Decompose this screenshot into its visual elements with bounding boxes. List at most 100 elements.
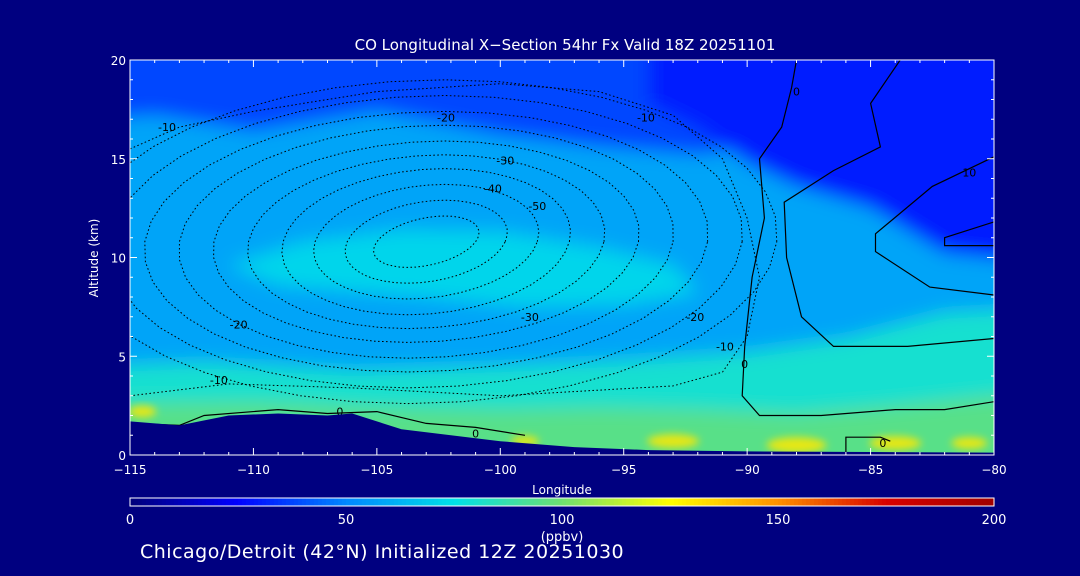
colorbar-segment (450, 498, 455, 506)
colorbar-segment (602, 498, 607, 506)
colorbar-segment (930, 498, 935, 506)
colorbar-segment (522, 498, 527, 506)
contour-line-positive (943, 221, 994, 247)
x-tick-label: −110 (237, 463, 270, 477)
colorbar-segment (406, 498, 411, 506)
colorbar-segment (990, 498, 995, 506)
colorbar-segment (530, 498, 535, 506)
colorbar-segment (414, 498, 419, 506)
colorbar-segment (278, 498, 283, 506)
colorbar-segment (934, 498, 939, 506)
surface-hotspot (647, 434, 700, 449)
colorbar-segment (682, 498, 687, 506)
colorbar-segment (670, 498, 675, 506)
colorbar-segment (870, 498, 875, 506)
colorbar-segment (378, 498, 383, 506)
colorbar-segment (154, 498, 159, 506)
colorbar-segment (442, 498, 447, 506)
colorbar-segment (130, 498, 135, 506)
colorbar-tick-label: 150 (766, 513, 791, 528)
colorbar-segment (702, 498, 707, 506)
colorbar-segment (690, 498, 695, 506)
colorbar-segment (814, 498, 819, 506)
x-tick-label: −95 (611, 463, 636, 477)
colorbar-segment (430, 498, 435, 506)
contour-label: -10 (716, 340, 734, 353)
colorbar-segment (470, 498, 475, 506)
colorbar-tick-label: 0 (126, 513, 134, 528)
x-tick-label: −105 (360, 463, 393, 477)
colorbar-segment (778, 498, 783, 506)
colorbar-segment (914, 498, 919, 506)
colorbar-segment (506, 498, 511, 506)
colorbar-segment (446, 498, 451, 506)
colorbar-segment (822, 498, 827, 506)
y-tick-label: 0 (118, 449, 126, 463)
colorbar-segment (878, 498, 883, 506)
colorbar-segment (354, 498, 359, 506)
colorbar-segment (562, 498, 567, 506)
colorbar-tick-label: 50 (338, 513, 355, 528)
colorbar-segment (458, 498, 463, 506)
contour-line-negative (247, 154, 606, 330)
colorbar-segment (726, 498, 731, 506)
colorbar-segment (634, 498, 639, 506)
colorbar-segment (314, 498, 319, 506)
contour-label: 0 (879, 437, 886, 450)
colorbar-segment (950, 498, 955, 506)
contour-label: -30 (496, 155, 514, 168)
x-tick-label: −115 (114, 463, 147, 477)
colorbar-segment (754, 498, 759, 506)
colorbar-segment (490, 498, 495, 506)
colorbar-segment (346, 498, 351, 506)
field-region-upper-east (648, 60, 994, 259)
colorbar-segment (606, 498, 611, 506)
colorbar-segment (750, 498, 755, 506)
colorbar-segment (482, 498, 487, 506)
colorbar-segment (862, 498, 867, 506)
colorbar-segment (706, 498, 711, 506)
surface-hotspot (766, 437, 827, 454)
colorbar-segment (978, 498, 983, 506)
colorbar-segment (254, 498, 259, 506)
colorbar-segment (214, 498, 219, 506)
surface-hotspot (869, 436, 922, 451)
colorbar-segment (494, 498, 499, 506)
colorbar-segment (826, 498, 831, 506)
colorbar-segment (426, 498, 431, 506)
colorbar-segment (158, 498, 163, 506)
contour-line-zero (845, 436, 891, 453)
colorbar-segment (714, 498, 719, 506)
contour-label: -30 (521, 311, 539, 324)
colorbar-segment (334, 498, 339, 506)
colorbar-segment (846, 498, 851, 506)
contour-label: 10 (962, 167, 976, 180)
colorbar-segment (394, 498, 399, 506)
colorbar-segment (782, 498, 787, 506)
colorbar-segment (958, 498, 963, 506)
colorbar-segment (882, 498, 887, 506)
chart-title: CO Longitudinal X−Section 54hr Fx Valid … (355, 36, 776, 54)
colorbar-tick-label: 100 (550, 513, 575, 528)
colorbar-segment (874, 498, 879, 506)
colorbar-segment (642, 498, 647, 506)
colorbar-segment (970, 498, 975, 506)
colorbar-segment (646, 498, 651, 506)
colorbar-segment (142, 498, 147, 506)
colorbar-segment (650, 498, 655, 506)
colorbar-segment (794, 498, 799, 506)
colorbar-segment (850, 498, 855, 506)
colorbar-segment (162, 498, 167, 506)
colorbar-segment (434, 498, 439, 506)
colorbar-segment (166, 498, 171, 506)
contour-line-zero (130, 408, 526, 436)
colorbar-segment (186, 498, 191, 506)
colorbar-segment (578, 498, 583, 506)
colorbar-segment (134, 498, 139, 506)
colorbar-segment (514, 498, 519, 506)
contour-line-negative (373, 215, 480, 268)
colorbar-segment (718, 498, 723, 506)
contour-line-positive (783, 60, 994, 347)
colorbar-segment (786, 498, 791, 506)
